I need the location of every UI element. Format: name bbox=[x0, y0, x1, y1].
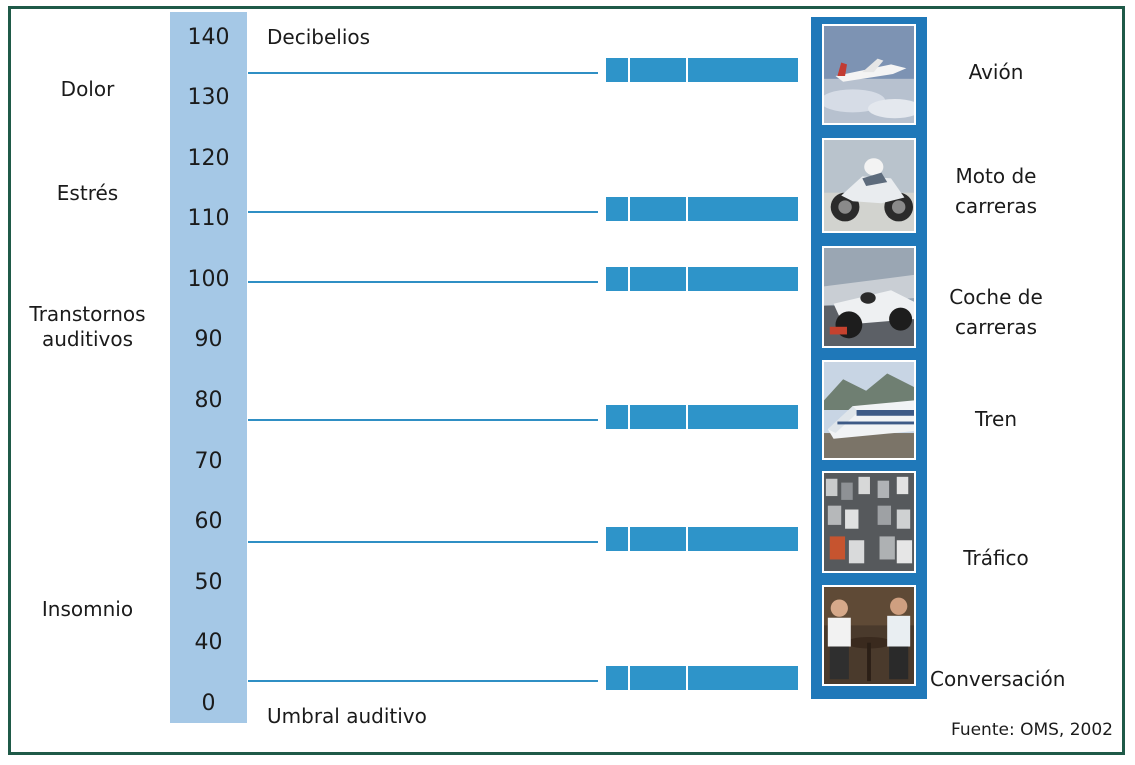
race-car-photo bbox=[822, 246, 916, 348]
source-label-train: Tren bbox=[930, 404, 1062, 434]
level-bar-motorbike bbox=[606, 197, 798, 221]
effect-label-pain: Dolor bbox=[60, 77, 115, 101]
level-line-airplane bbox=[248, 72, 598, 74]
tick-label-0: 0 bbox=[201, 691, 216, 716]
source-label-line: Coche de bbox=[949, 285, 1043, 309]
level-bar-race-car bbox=[606, 267, 798, 291]
unit-label: Decibelios bbox=[267, 25, 371, 49]
source-label-motorbike: Moto de carreras bbox=[930, 161, 1062, 221]
motorbike-photo bbox=[822, 138, 916, 233]
source-label-line: Avión bbox=[968, 60, 1024, 84]
source-label-line: Conversación bbox=[930, 667, 1066, 691]
level-line-motorbike bbox=[248, 211, 598, 213]
tick-label-110: 110 bbox=[187, 206, 230, 231]
source-label-line: Tren bbox=[974, 407, 1018, 431]
threshold-label: Umbral auditivo bbox=[267, 704, 427, 728]
effect-label-line: auditivos bbox=[41, 327, 134, 351]
effect-label-line: Transtornos bbox=[29, 302, 146, 326]
train-photo bbox=[822, 360, 916, 460]
tick-label-40: 40 bbox=[194, 630, 223, 655]
effect-label-insomnia: Insomnio bbox=[41, 597, 134, 621]
level-bar-traffic bbox=[606, 527, 798, 551]
tick-label-50: 50 bbox=[194, 570, 223, 595]
source-label-line: carreras bbox=[954, 194, 1038, 218]
level-line-traffic bbox=[248, 541, 598, 543]
tick-label-130: 130 bbox=[187, 85, 230, 110]
tick-label-100: 100 bbox=[187, 267, 230, 292]
conversation-photo bbox=[822, 585, 916, 686]
source-label-race-car: Coche de carreras bbox=[930, 282, 1062, 342]
tick-label-60: 60 bbox=[194, 509, 223, 534]
level-bar-airplane bbox=[606, 58, 798, 82]
level-bar-train bbox=[606, 405, 798, 429]
tick-label-70: 70 bbox=[194, 449, 223, 474]
level-line-race-car bbox=[248, 281, 598, 283]
source-label-airplane: Avión bbox=[930, 57, 1062, 87]
source-citation: Fuente: OMS, 2002 bbox=[950, 720, 1113, 740]
effect-label-hearing-disorders: Transtornos auditivos bbox=[10, 302, 165, 352]
figure-frame bbox=[8, 6, 1125, 755]
level-bar-conversation bbox=[606, 666, 798, 690]
source-label-line: carreras bbox=[954, 315, 1038, 339]
source-label-line: Moto de bbox=[955, 164, 1037, 188]
tick-label-140: 140 bbox=[187, 25, 230, 50]
airplane-photo bbox=[822, 24, 916, 125]
tick-label-90: 90 bbox=[194, 327, 223, 352]
tick-label-120: 120 bbox=[187, 146, 230, 171]
effect-label-stress: Estrés bbox=[56, 181, 119, 205]
traffic-photo bbox=[822, 471, 916, 573]
source-label-traffic: Tráfico bbox=[930, 543, 1062, 573]
level-line-train bbox=[248, 419, 598, 421]
source-label-conversation: Conversación bbox=[930, 664, 1066, 694]
tick-label-80: 80 bbox=[194, 388, 223, 413]
decibel-scale-band bbox=[170, 12, 247, 723]
source-label-line: Tráfico bbox=[963, 546, 1029, 570]
level-line-conversation bbox=[248, 680, 598, 682]
